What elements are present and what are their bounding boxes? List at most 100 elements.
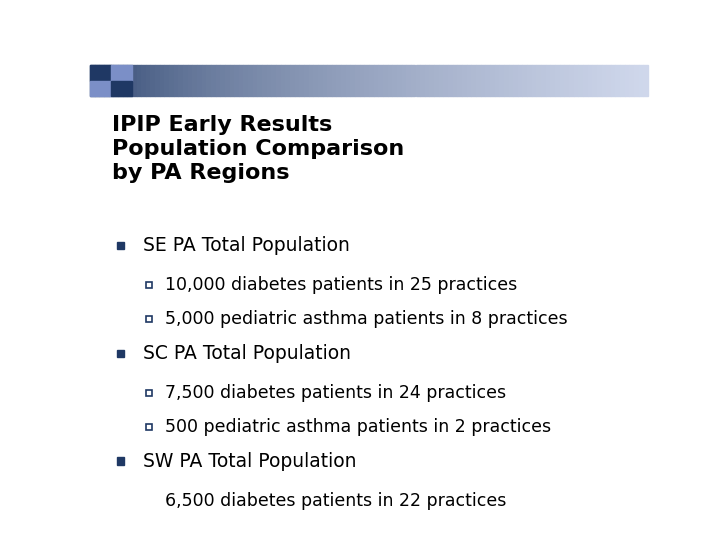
- Bar: [508, 65, 513, 96]
- Bar: [90, 65, 111, 80]
- Bar: [597, 65, 601, 96]
- Bar: [336, 65, 341, 96]
- Bar: [188, 65, 192, 96]
- Bar: [434, 65, 438, 96]
- Bar: [457, 65, 462, 96]
- Bar: [611, 65, 616, 96]
- Bar: [150, 65, 155, 96]
- Bar: [281, 65, 285, 96]
- Bar: [132, 65, 137, 96]
- Bar: [90, 80, 111, 97]
- Bar: [111, 65, 132, 80]
- Bar: [620, 65, 625, 96]
- Bar: [578, 65, 583, 96]
- Bar: [420, 65, 425, 96]
- Bar: [415, 65, 420, 96]
- Bar: [104, 65, 109, 96]
- Bar: [304, 65, 309, 96]
- Bar: [569, 65, 574, 96]
- Bar: [360, 65, 364, 96]
- Bar: [546, 65, 550, 96]
- Bar: [183, 65, 188, 96]
- Bar: [99, 65, 104, 96]
- Bar: [248, 65, 253, 96]
- Bar: [601, 65, 606, 96]
- Bar: [174, 65, 179, 96]
- Bar: [406, 65, 411, 96]
- Bar: [495, 65, 499, 96]
- Bar: [118, 65, 122, 96]
- Bar: [309, 65, 313, 96]
- Bar: [536, 65, 541, 96]
- Bar: [518, 65, 523, 96]
- Bar: [448, 65, 453, 96]
- Bar: [155, 65, 160, 96]
- Bar: [462, 65, 467, 96]
- Bar: [234, 65, 239, 96]
- Bar: [564, 65, 569, 96]
- Bar: [527, 65, 532, 96]
- Bar: [639, 65, 644, 96]
- Text: 7,500 diabetes patients in 24 practices: 7,500 diabetes patients in 24 practices: [166, 384, 506, 402]
- Bar: [113, 65, 118, 96]
- Bar: [111, 80, 132, 97]
- Bar: [215, 65, 220, 96]
- Bar: [383, 65, 387, 96]
- Bar: [355, 65, 360, 96]
- Bar: [145, 316, 152, 322]
- Bar: [351, 65, 355, 96]
- Bar: [364, 65, 369, 96]
- Bar: [559, 65, 564, 96]
- Bar: [122, 65, 127, 96]
- Text: SE PA Total Population: SE PA Total Population: [143, 236, 350, 255]
- Bar: [290, 65, 294, 96]
- Bar: [504, 65, 508, 96]
- Bar: [145, 497, 152, 504]
- Bar: [164, 65, 169, 96]
- Bar: [197, 65, 202, 96]
- Bar: [318, 65, 323, 96]
- Bar: [225, 65, 230, 96]
- Bar: [644, 65, 648, 96]
- Bar: [90, 65, 94, 96]
- Bar: [141, 65, 145, 96]
- Bar: [266, 65, 271, 96]
- Bar: [117, 457, 125, 464]
- Text: IPIP Early Results
Population Comparison
by PA Regions: IPIP Early Results Population Comparison…: [112, 114, 405, 183]
- Text: 5,000 pediatric asthma patients in 8 practices: 5,000 pediatric asthma patients in 8 pra…: [166, 310, 568, 328]
- Bar: [438, 65, 444, 96]
- Bar: [634, 65, 639, 96]
- Bar: [332, 65, 336, 96]
- Bar: [574, 65, 578, 96]
- Bar: [541, 65, 546, 96]
- Bar: [481, 65, 485, 96]
- Bar: [583, 65, 588, 96]
- Text: SW PA Total Population: SW PA Total Population: [143, 451, 356, 470]
- Bar: [169, 65, 174, 96]
- Bar: [429, 65, 434, 96]
- Bar: [271, 65, 276, 96]
- Bar: [117, 350, 125, 357]
- Bar: [145, 65, 150, 96]
- Bar: [285, 65, 290, 96]
- Bar: [476, 65, 481, 96]
- Bar: [211, 65, 215, 96]
- Bar: [467, 65, 472, 96]
- Bar: [202, 65, 206, 96]
- Bar: [499, 65, 504, 96]
- Bar: [341, 65, 346, 96]
- Bar: [109, 65, 113, 96]
- Bar: [550, 65, 555, 96]
- Bar: [192, 65, 197, 96]
- Bar: [523, 65, 527, 96]
- Bar: [490, 65, 495, 96]
- Bar: [444, 65, 448, 96]
- Bar: [179, 65, 183, 96]
- Bar: [629, 65, 634, 96]
- Bar: [485, 65, 490, 96]
- Text: SC PA Total Population: SC PA Total Population: [143, 344, 351, 363]
- Bar: [294, 65, 300, 96]
- Bar: [378, 65, 383, 96]
- Bar: [243, 65, 248, 96]
- Bar: [374, 65, 378, 96]
